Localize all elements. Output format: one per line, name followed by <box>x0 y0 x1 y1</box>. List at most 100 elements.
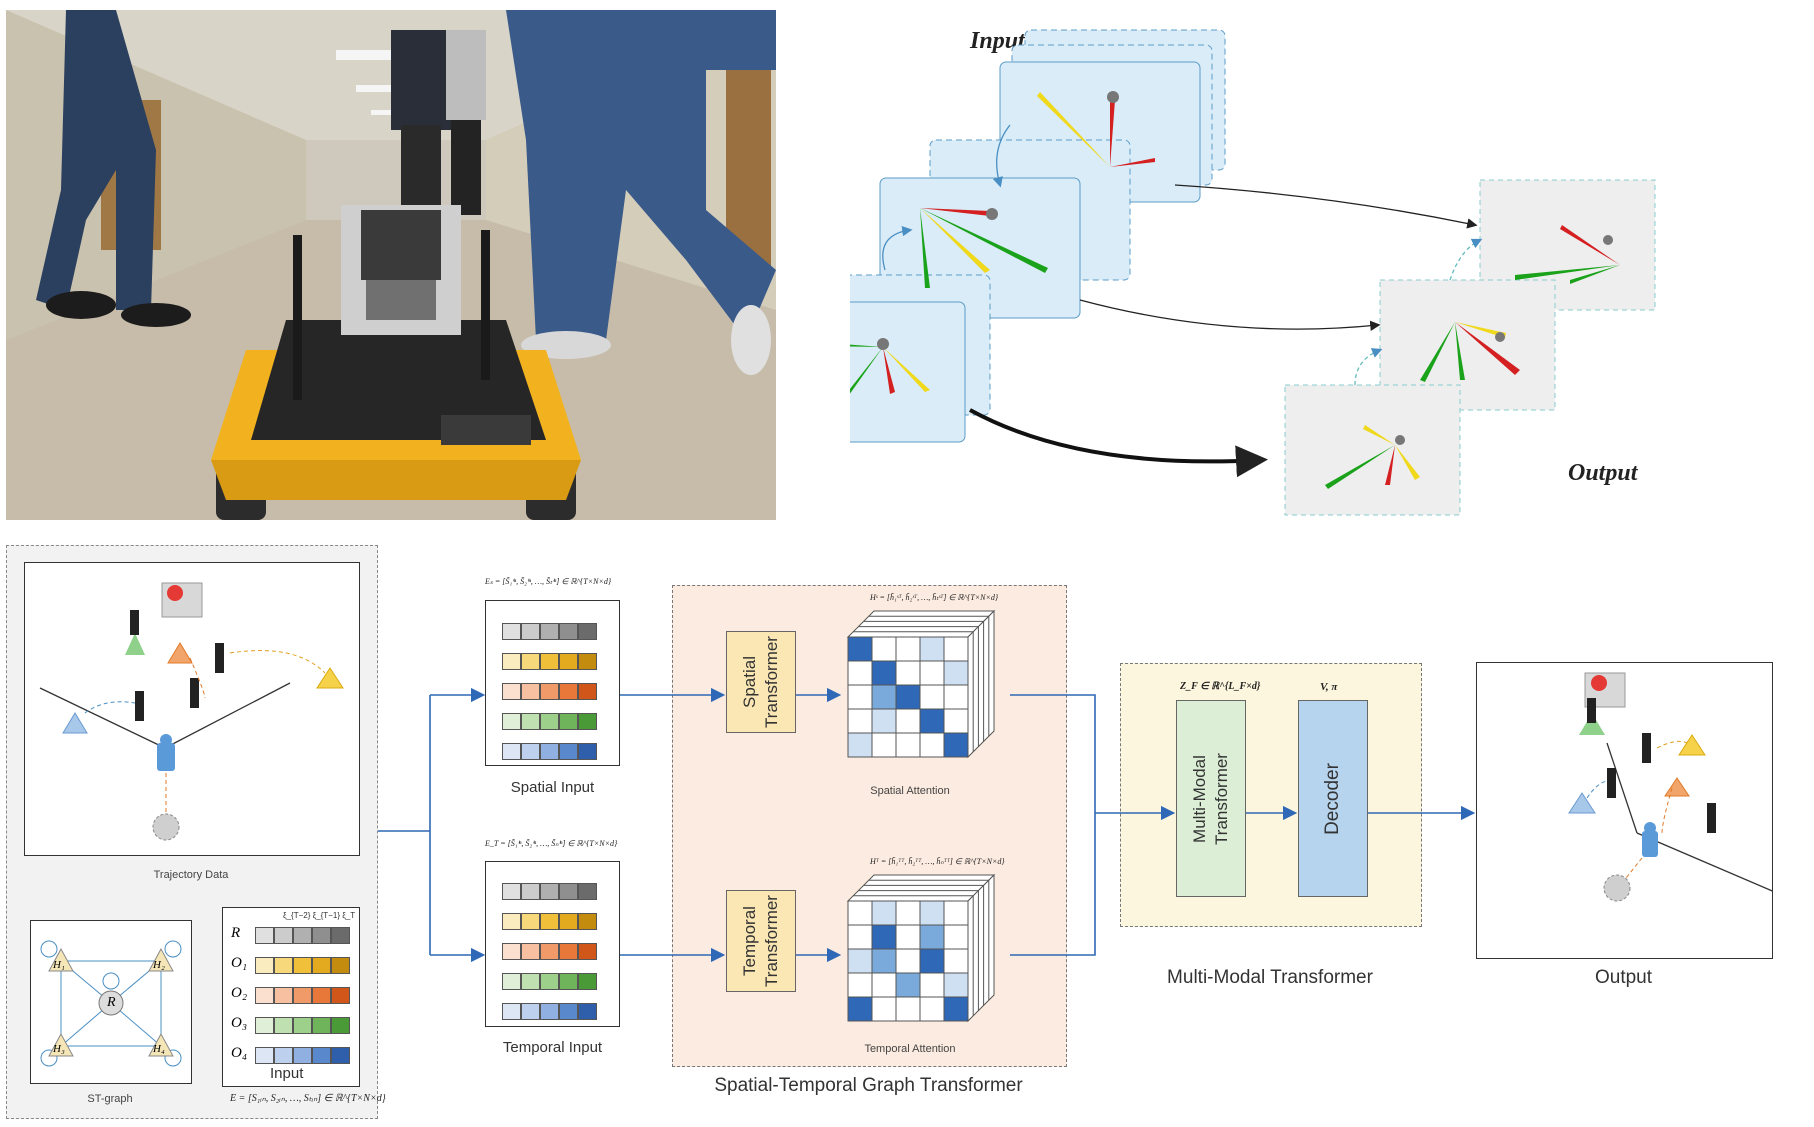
feature-row <box>502 913 597 930</box>
feature-cell <box>559 653 578 670</box>
spatial-transformer-block: Spatial Transformer <box>726 631 796 733</box>
temporal-input-caption: Temporal Input <box>502 1039 603 1056</box>
node-h2: H₂ <box>153 959 165 971</box>
attention-cell <box>943 996 969 1022</box>
feature-cell <box>255 1017 274 1034</box>
feature-cell <box>274 957 293 974</box>
feature-cell <box>559 713 578 730</box>
attention-cell <box>895 924 921 950</box>
feature-cell <box>578 1003 597 1020</box>
attention-cell <box>943 684 969 710</box>
attention-cell <box>943 708 969 734</box>
feature-cell <box>312 927 331 944</box>
frame-stacks <box>850 29 1656 516</box>
feature-row <box>502 653 597 670</box>
temporal-attention-cube <box>846 873 996 1023</box>
e-formula: E = [S₁ᵢₙ, S₂ᵢₙ, …, Sₜᵢₙ] ∈ ℝ^{T×N×d} <box>230 1093 386 1104</box>
attention-cell <box>847 924 873 950</box>
feature-row <box>502 943 597 960</box>
feature-cell <box>559 943 578 960</box>
feature-cell <box>578 623 597 640</box>
feature-cell <box>521 743 540 760</box>
attention-cell <box>943 948 969 974</box>
node-h1: H₁ <box>53 959 65 971</box>
attention-cell <box>943 924 969 950</box>
attention-cell <box>919 636 945 662</box>
attention-cell <box>895 708 921 734</box>
pipeline-diagram: Trajectory Data R H₁ H₂ H₃ H₄ ST <box>0 545 1814 1127</box>
attention-cell <box>919 708 945 734</box>
attention-cell <box>895 684 921 710</box>
feature-row <box>502 623 597 640</box>
feature-cell <box>502 973 521 990</box>
attention-cell <box>871 684 897 710</box>
attention-cell <box>943 732 969 758</box>
feature-cell <box>521 623 540 640</box>
feature-cell <box>559 1003 578 1020</box>
feature-cell <box>559 743 578 760</box>
node-r: R <box>107 995 116 1010</box>
st-graph <box>40 940 182 1067</box>
feature-cell <box>293 1017 312 1034</box>
feature-row <box>255 927 350 944</box>
output-scene <box>1568 672 1778 902</box>
time-header: ξ_{T−2} ξ_{T−1} ξ_T <box>283 911 356 920</box>
flow-arrows <box>378 687 1476 963</box>
attention-cell <box>871 708 897 734</box>
attention-cell <box>847 900 873 926</box>
multi-modal-transformer-block: Multi-Modal Transformer <box>1176 700 1246 897</box>
feature-cell <box>540 713 559 730</box>
feature-cell <box>578 913 597 930</box>
feature-cell <box>502 913 521 930</box>
feature-row <box>502 883 597 900</box>
v-pi-formula: V, π <box>1320 681 1338 693</box>
feature-row <box>502 1003 597 1020</box>
feature-cell <box>293 1047 312 1064</box>
feature-cell <box>578 943 597 960</box>
feature-cell <box>540 683 559 700</box>
robot-hallway-photo <box>6 10 776 520</box>
trajectory-prediction-illustration: Input ↓ Output <box>850 10 1805 540</box>
trajectory-scene <box>39 582 344 841</box>
row-label: O₂ <box>231 985 248 1001</box>
feature-cell <box>559 623 578 640</box>
feature-cell <box>521 1003 540 1020</box>
attention-cell <box>871 996 897 1022</box>
trajectory-scene-box <box>24 562 360 856</box>
trajectory-data-caption: Trajectory Data <box>153 869 229 881</box>
attention-cell <box>895 996 921 1022</box>
attention-cell <box>895 900 921 926</box>
feature-cell <box>559 683 578 700</box>
feature-cell <box>521 713 540 730</box>
attention-cell <box>919 996 945 1022</box>
feature-cell <box>578 713 597 730</box>
feature-cell <box>331 1017 350 1034</box>
feature-cell <box>521 943 540 960</box>
feature-cell <box>331 957 350 974</box>
feature-cell <box>331 927 350 944</box>
feature-cell <box>274 987 293 1004</box>
spatial-attention-cube <box>846 609 996 759</box>
feature-cell <box>502 653 521 670</box>
attention-cell <box>943 900 969 926</box>
temporal-attention-caption: Temporal Attention <box>864 1043 956 1055</box>
attention-cell <box>847 996 873 1022</box>
feature-cell <box>255 987 274 1004</box>
feature-cell <box>559 913 578 930</box>
spatial-attention-caption: Spatial Attention <box>870 785 950 797</box>
feature-cell <box>559 973 578 990</box>
feature-cell <box>578 683 597 700</box>
feature-cell <box>521 973 540 990</box>
feature-cell <box>255 927 274 944</box>
feature-cell <box>540 913 559 930</box>
feature-cell <box>502 743 521 760</box>
attention-cell <box>895 732 921 758</box>
node-h3: H₃ <box>53 1043 65 1055</box>
zf-formula: Z_F ∈ ℝ^{L_F×d} <box>1180 681 1261 692</box>
feature-row <box>502 743 597 760</box>
feature-cell <box>559 883 578 900</box>
decoder-block: Decoder <box>1298 700 1368 897</box>
spatial-input-caption: Spatial Input <box>510 779 595 796</box>
feature-cell <box>312 987 331 1004</box>
feature-cell <box>521 883 540 900</box>
